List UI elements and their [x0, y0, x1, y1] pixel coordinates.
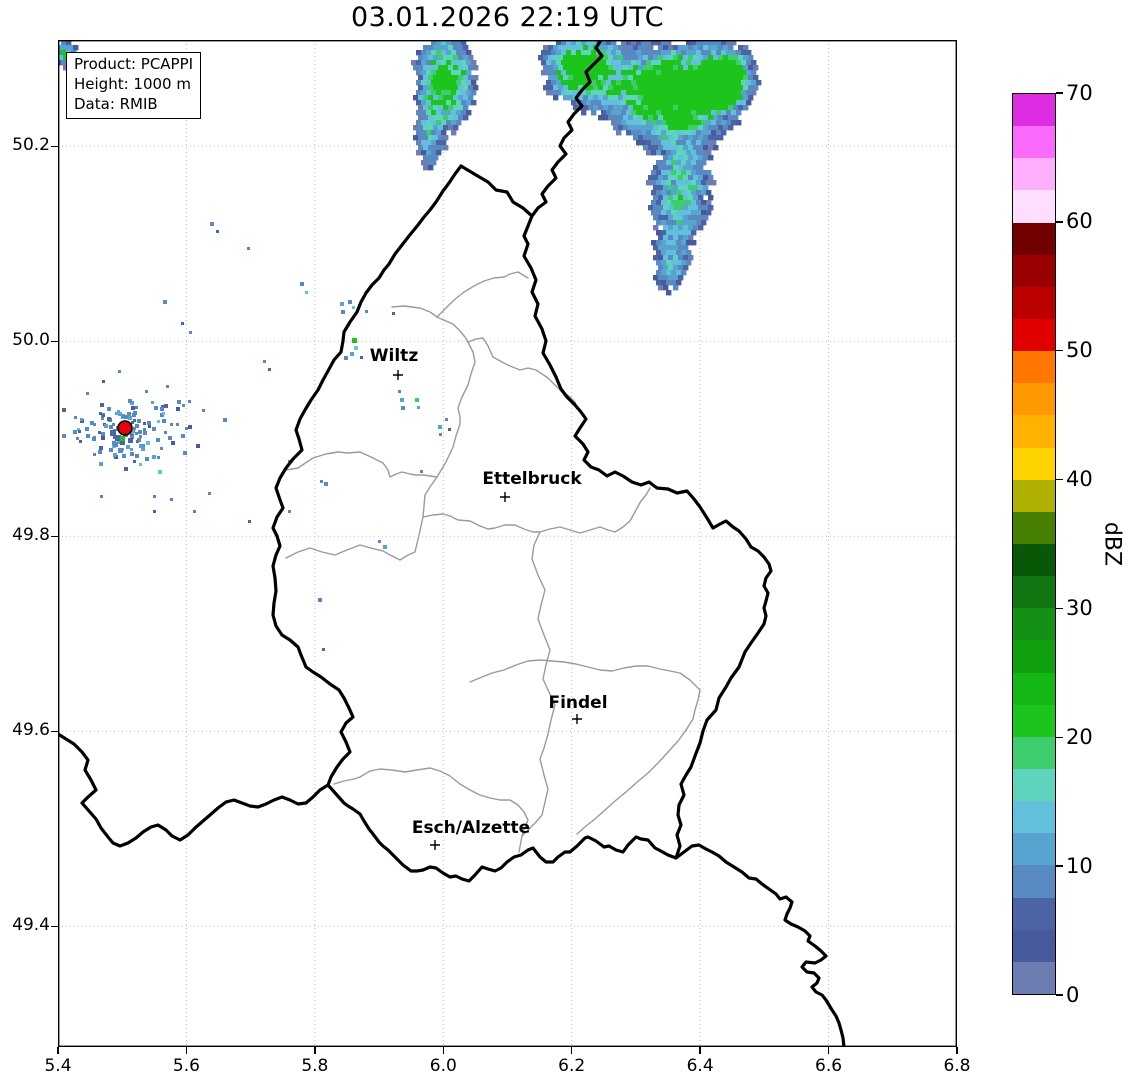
city-label: Wiltz: [369, 346, 419, 366]
colorbar: [1012, 93, 1056, 995]
city-label: Esch/Alzette: [411, 818, 531, 838]
figure-title: 03.01.2026 22:19 UTC: [350, 2, 665, 33]
y-tick-label: 49.4: [12, 915, 50, 936]
colorbar-label: dBZ: [1099, 521, 1125, 567]
country-borders: [58, 40, 846, 1047]
y-tick-mark: [51, 340, 58, 342]
colorbar-segment: [1013, 576, 1055, 609]
y-tick-mark: [51, 535, 58, 537]
product-info-box: Product: PCAPPI Height: 1000 m Data: RMI…: [66, 52, 202, 120]
colorbar-tick-label: 0: [1066, 982, 1080, 1007]
x-tick-mark: [571, 1047, 573, 1054]
colorbar-segment: [1013, 672, 1055, 705]
colorbar-segment: [1013, 126, 1055, 159]
colorbar-segment: [1013, 961, 1055, 994]
colorbar-segment: [1013, 254, 1055, 287]
x-tick-mark: [314, 1047, 316, 1054]
x-tick-label: 5.6: [172, 1056, 200, 1076]
colorbar-tick-label: 60: [1066, 209, 1093, 234]
luxembourg-border: [271, 164, 773, 883]
product-line: Product: PCAPPI: [74, 55, 194, 73]
x-tick-label: 6.2: [558, 1056, 586, 1076]
x-tick-mark: [699, 1047, 701, 1054]
x-tick-label: 6.6: [815, 1056, 843, 1076]
colorbar-segment: [1013, 897, 1055, 930]
colorbar-segment: [1013, 543, 1055, 577]
x-tick-label: 5.8: [301, 1056, 329, 1076]
x-tick-mark: [442, 1047, 444, 1054]
colorbar-segment: [1013, 608, 1055, 641]
city-label: Findel: [548, 693, 608, 713]
map-plot[interactable]: Product: PCAPPI Height: 1000 m Data: RMI…: [58, 40, 957, 1047]
colorbar-segment: [1013, 222, 1055, 255]
colorbar-segment: [1013, 640, 1055, 673]
x-tick-label: 6.0: [429, 1056, 457, 1076]
city-label: Ettelbruck: [482, 469, 582, 489]
colorbar-tick-mark: [1056, 994, 1063, 996]
city-cross-marker: [500, 492, 510, 502]
radar-site-marker: [117, 420, 133, 436]
belgium-france-border: [58, 732, 330, 848]
colorbar-segment: [1013, 704, 1055, 737]
colorbar-segment: [1013, 768, 1055, 802]
colorbar-tick-mark: [1056, 221, 1063, 223]
colorbar-tick-label: 50: [1066, 338, 1093, 363]
colorbar-segment: [1013, 736, 1055, 769]
y-tick-mark: [51, 730, 58, 732]
y-tick-mark: [51, 925, 58, 927]
x-tick-label: 5.4: [44, 1056, 72, 1076]
colorbar-tick-label: 20: [1066, 724, 1093, 749]
y-tick-label: 49.8: [12, 525, 50, 546]
height-line: Height: 1000 m: [74, 74, 191, 93]
y-tick-label: 49.6: [12, 720, 50, 741]
colorbar-tick-label: 40: [1066, 467, 1093, 492]
colorbar-segment: [1013, 833, 1055, 866]
city-cross-marker: [393, 370, 403, 380]
precipitation-layer: [58, 40, 762, 651]
colorbar-tick-mark: [1056, 478, 1063, 481]
colorbar-segment: [1013, 929, 1055, 962]
canton-borders: [285, 271, 701, 853]
y-tick-mark: [51, 145, 58, 147]
colorbar-segment: [1013, 415, 1055, 448]
colorbar-segment: [1013, 479, 1055, 512]
colorbar-segment: [1013, 447, 1055, 480]
colorbar-segment: [1013, 865, 1055, 898]
colorbar-tick-mark: [1056, 350, 1063, 352]
colorbar-tick-label: 10: [1066, 853, 1093, 878]
colorbar-segment: [1013, 511, 1055, 544]
colorbar-tick-mark: [1056, 865, 1063, 867]
colorbar-segment: [1013, 190, 1055, 223]
data-source-line: Data: RMIB: [74, 94, 158, 113]
x-tick-mark: [57, 1047, 59, 1054]
x-tick-label: 6.4: [686, 1056, 714, 1076]
colorbar-tick-label: 30: [1066, 595, 1093, 620]
france-germany-border: [674, 843, 846, 1047]
colorbar-segment: [1013, 801, 1055, 834]
colorbar-segment: [1013, 383, 1055, 416]
colorbar-segment: [1013, 318, 1055, 352]
city-cross-marker: [430, 840, 440, 850]
x-tick-mark: [956, 1047, 958, 1054]
colorbar-segment: [1013, 286, 1055, 319]
colorbar-tick-mark: [1056, 92, 1063, 94]
colorbar-tick-mark: [1056, 607, 1063, 610]
city-cross-marker: [572, 714, 582, 724]
colorbar-segment: [1013, 351, 1055, 384]
colorbar-segment: [1013, 94, 1055, 127]
x-tick-label: 6.8: [943, 1056, 971, 1076]
y-tick-label: 50.2: [12, 135, 50, 156]
belgium-germany-border: [530, 40, 604, 218]
plot-frame: [58, 40, 957, 1047]
map-canvas: [58, 40, 957, 1047]
colorbar-segment: [1013, 158, 1055, 191]
x-tick-mark: [185, 1047, 188, 1054]
y-tick-label: 50.0: [12, 330, 50, 351]
x-tick-mark: [827, 1047, 830, 1054]
colorbar-tick-mark: [1056, 736, 1063, 738]
colorbar-tick-label: 70: [1066, 80, 1093, 105]
